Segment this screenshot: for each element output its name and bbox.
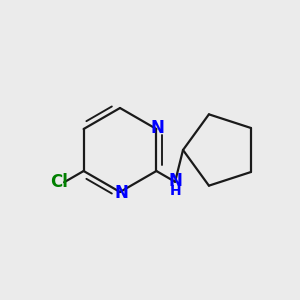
Text: H: H (169, 184, 181, 198)
Text: N: N (114, 184, 128, 202)
Text: N: N (168, 172, 182, 190)
Text: N: N (151, 119, 164, 137)
Text: Cl: Cl (50, 173, 68, 191)
